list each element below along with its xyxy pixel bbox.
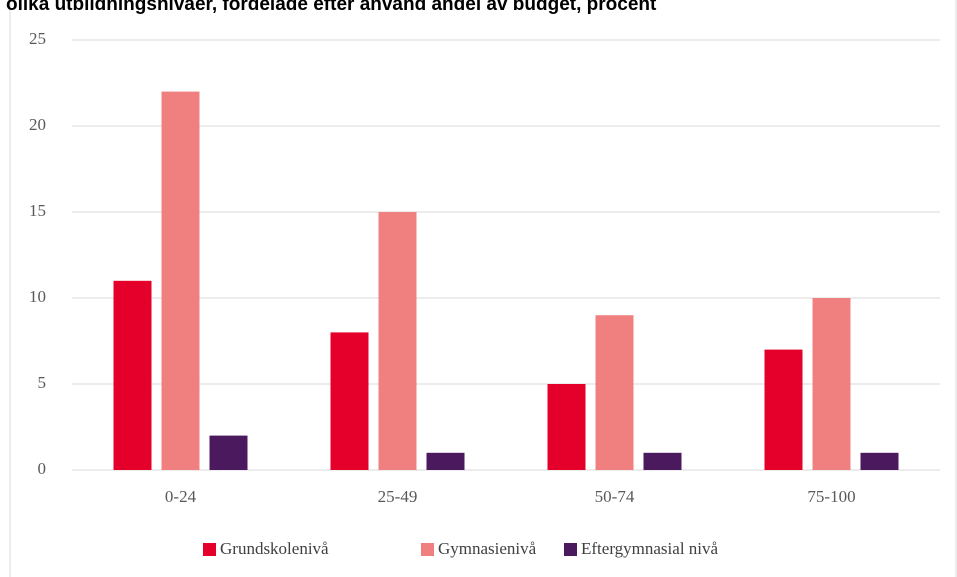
bar: [161, 91, 200, 470]
legend-swatch: [564, 543, 577, 556]
x-tick-label: 0-24: [165, 487, 197, 506]
x-tick-label: 25-49: [378, 487, 418, 506]
x-tick-label: 50-74: [595, 487, 635, 506]
bar: [209, 435, 248, 470]
y-tick-label: 15: [29, 201, 46, 220]
bar: [764, 349, 803, 470]
x-tick-label: 75-100: [807, 487, 855, 506]
bar: [812, 298, 851, 470]
legend-label: Gymnasienivå: [438, 539, 537, 558]
bar: [426, 452, 465, 470]
chart-border: [9, 0, 957, 577]
y-tick-label: 20: [29, 115, 46, 134]
y-tick-label: 25: [29, 29, 46, 48]
bar: [113, 280, 152, 470]
y-tick-label: 10: [29, 287, 46, 306]
y-tick-label: 5: [38, 373, 47, 392]
bar: [860, 452, 899, 470]
legend-label: Eftergymnasial nivå: [581, 539, 719, 558]
legend-swatch: [421, 543, 434, 556]
chart-title: olika utbildningsnivåer, fördelade efter…: [6, 0, 657, 15]
bar: [547, 384, 586, 470]
bar: [643, 452, 682, 470]
legend-swatch: [203, 543, 216, 556]
y-tick-label: 0: [38, 459, 47, 478]
bar: [595, 315, 634, 470]
bar: [330, 332, 369, 470]
bar: [378, 212, 417, 470]
legend-label: Grundskolenivå: [220, 539, 329, 558]
